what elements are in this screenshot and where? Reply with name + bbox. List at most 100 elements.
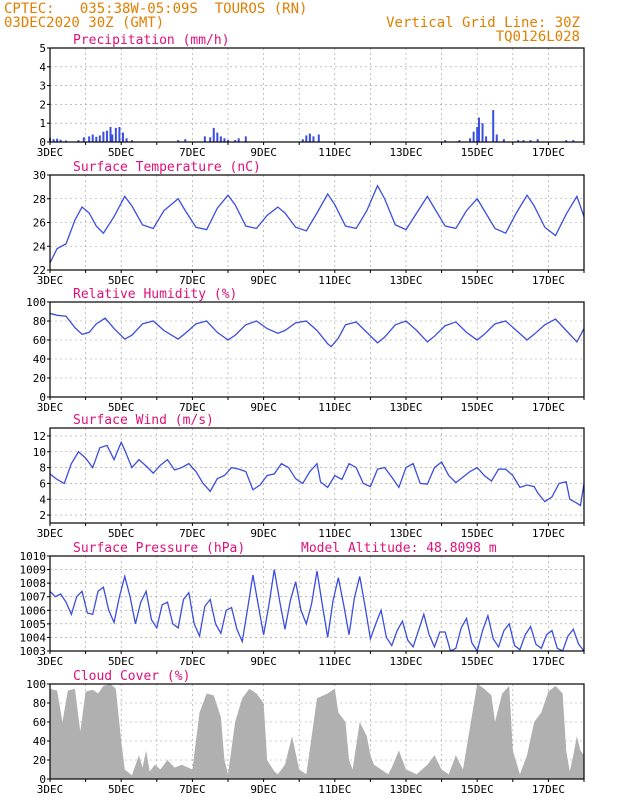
precipitation-bar <box>502 139 505 142</box>
pressure-ytick: 1007 <box>20 591 47 604</box>
precipitation-bar <box>95 136 98 142</box>
cloud-cover-xtick: 11DEC <box>318 783 351 796</box>
temperature-ytick: 28 <box>33 193 46 206</box>
cloud-cover-xtick: 5DEC <box>108 783 135 796</box>
precipitation-xtick: 11DEC <box>318 146 351 159</box>
precipitation-bar <box>476 126 479 142</box>
humidity-xtick: 15DEC <box>461 401 494 414</box>
precipitation-bar <box>114 127 117 142</box>
wind-title: Surface Wind (m/s) <box>73 413 214 428</box>
precipitation-bar <box>572 140 575 142</box>
precipitation-bar <box>565 140 568 142</box>
humidity-xtick: 9DEC <box>250 401 277 414</box>
cloud-cover-ytick: 100 <box>26 678 46 691</box>
precipitation-bar <box>223 138 226 142</box>
humidity-ytick: 20 <box>33 372 46 385</box>
pressure-ytick: 1004 <box>20 631 47 644</box>
wind-frame <box>49 427 585 524</box>
wind-xtick: 11DEC <box>318 527 351 540</box>
wind-xtick: 5DEC <box>108 527 135 540</box>
precipitation-bar <box>109 126 112 142</box>
precipitation-bar <box>118 126 121 142</box>
cloud-cover-xtick: 13DEC <box>389 783 422 796</box>
humidity-xtick: 13DEC <box>389 401 422 414</box>
temperature-ytick: 30 <box>33 169 46 182</box>
wind-xtick: 7DEC <box>179 527 206 540</box>
humidity-ytick: 40 <box>33 353 46 366</box>
precipitation-xtick: 17DEC <box>532 146 565 159</box>
precipitation-bar <box>477 117 480 142</box>
wind-panel: 2 4 6 8 10 12 3DEC 5DEC 7DEC 9DEC 11DEC 13DEC 15DEC 1… <box>33 413 585 540</box>
precipitation-bar <box>469 138 472 142</box>
precipitation-bar <box>56 138 59 142</box>
cloud-cover-panel: 0 20 40 60 80 100 3DEC 5DEC 7DEC 9DEC 11DEC 13DEC 15… <box>26 669 585 796</box>
precipitation-panel: 0 1 2 3 4 5 3DEC 5DEC 7DEC 9DEC 11DEC 13DEC 15DEC 17D… <box>37 33 585 159</box>
wind-ytick: 12 <box>33 430 46 443</box>
cloud-cover-ytick: 20 <box>33 754 46 767</box>
temperature-xtick: 9DEC <box>250 274 277 287</box>
precipitation-bar <box>444 140 447 142</box>
cloud-cover-area <box>50 684 584 779</box>
cloud-cover-ytick: 60 <box>33 716 46 729</box>
pressure-ytick: 1006 <box>20 604 47 617</box>
pressure-line <box>50 569 584 651</box>
cloud-cover-ytick: 0 <box>39 773 46 786</box>
wind-ytick: 10 <box>33 446 46 459</box>
humidity-ytick: 80 <box>33 315 46 328</box>
precipitation-bar <box>52 139 55 142</box>
cloud-cover-ytick: 80 <box>33 697 46 710</box>
wind-xtick: 3DEC <box>37 527 64 540</box>
precipitation-xtick: 9DEC <box>250 146 277 159</box>
precipitation-ytick: 5 <box>39 42 46 55</box>
precipitation-bar <box>244 136 247 142</box>
pressure-ytick: 1005 <box>20 618 47 631</box>
precipitation-ytick: 0 <box>39 136 46 149</box>
temperature-ytick: 26 <box>33 217 46 230</box>
pressure-xtick: 3DEC <box>37 655 64 668</box>
precipitation-bar <box>305 135 308 142</box>
cloud-cover-frame <box>49 683 585 780</box>
precipitation-ytick: 3 <box>39 80 46 93</box>
humidity-xtick: 17DEC <box>532 401 565 414</box>
temperature-ytick: 24 <box>33 240 47 253</box>
wind-line <box>50 440 584 507</box>
pressure-ytick: 1008 <box>20 577 47 590</box>
precipitation-bar <box>308 133 311 142</box>
precipitation-frame <box>49 47 585 143</box>
temperature-xtick: 7DEC <box>179 274 206 287</box>
precipitation-bar <box>88 136 91 142</box>
precipitation-bar <box>472 131 475 142</box>
precipitation-bar <box>77 140 80 142</box>
precipitation-bar <box>458 140 461 142</box>
precipitation-xtick: 3DEC <box>37 146 64 159</box>
pressure-xtick: 13DEC <box>389 655 422 668</box>
pressure-xtick: 5DEC <box>108 655 135 668</box>
precipitation-bar <box>522 140 525 142</box>
pressure-xtick: 11DEC <box>318 655 351 668</box>
temperature-xtick: 17DEC <box>532 274 565 287</box>
humidity-panel: 0 20 40 60 80 100 3DEC 5DEC 7DEC 9DEC 11DEC 13DEC 15… <box>26 287 585 414</box>
cloud-cover-xtick: 15DEC <box>461 783 494 796</box>
pressure-ytick: 1010 <box>20 550 47 563</box>
humidity-title: Relative Humidity (%) <box>73 287 237 302</box>
wind-ytick: 4 <box>39 493 46 506</box>
cloud-cover-xtick: 7DEC <box>179 783 206 796</box>
temperature-frame <box>49 174 585 271</box>
header-grid-note: Vertical Grid Line: 30Z <box>386 15 580 31</box>
precipitation-bar <box>529 140 532 142</box>
precipitation-bar <box>111 134 114 142</box>
precipitation-bar <box>91 134 94 142</box>
wind-ytick: 6 <box>39 477 46 490</box>
wind-ytick: 2 <box>39 509 46 522</box>
precipitation-bar <box>125 138 128 142</box>
temperature-panel: 22 24 26 28 30 3DEC 5DEC 7DEC 9DEC 11DEC 13DEC 15DE… <box>33 160 585 287</box>
header-code: TQ0126L028 <box>495 29 580 45</box>
pressure-ytick: 1009 <box>20 564 47 577</box>
humidity-ytick: 0 <box>39 391 46 404</box>
precipitation-bar <box>130 140 133 142</box>
wind-xtick: 13DEC <box>389 527 422 540</box>
humidity-ytick: 100 <box>26 296 46 309</box>
precipitation-bar <box>184 139 187 142</box>
precipitation-xtick: 5DEC <box>108 146 135 159</box>
